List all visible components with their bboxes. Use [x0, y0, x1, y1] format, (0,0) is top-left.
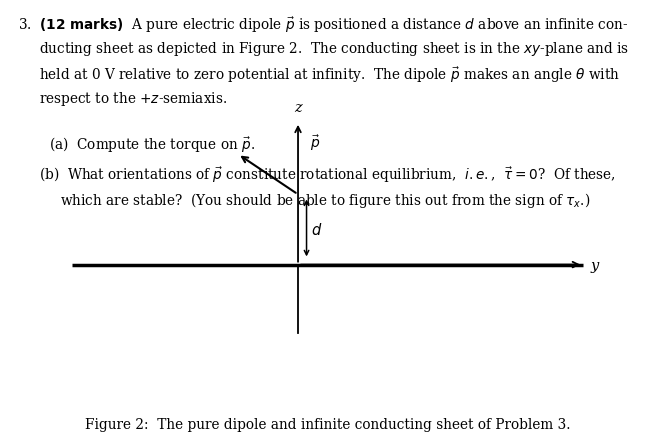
Text: ducting sheet as depicted in Figure 2.  The conducting sheet is in the $xy$-plan: ducting sheet as depicted in Figure 2. T…: [39, 40, 629, 58]
Text: $\vec{p}$: $\vec{p}$: [310, 133, 320, 152]
Text: (a)  Compute the torque on $\vec{p}$.: (a) Compute the torque on $\vec{p}$.: [49, 135, 255, 155]
Text: held at 0 V relative to zero potential at infinity.  The dipole $\vec{p}$ makes : held at 0 V relative to zero potential a…: [39, 65, 620, 85]
Text: z: z: [294, 101, 302, 115]
Text: which are stable?  (You should be able to figure this out from the sign of $\tau: which are stable? (You should be able to…: [60, 190, 591, 209]
Text: (b)  What orientations of $\vec{p}$ constitute rotational equilibrium,  $i.e.$, : (b) What orientations of $\vec{p}$ const…: [39, 165, 616, 185]
Text: Figure 2:  The pure dipole and infinite conducting sheet of Problem 3.: Figure 2: The pure dipole and infinite c…: [84, 417, 571, 431]
Text: $d$: $d$: [311, 222, 322, 238]
Text: y: y: [591, 258, 599, 272]
Text: 3.  $\mathbf{(12\ marks)}$  A pure electric dipole $\vec{p}$ is positioned a dis: 3. $\mathbf{(12\ marks)}$ A pure electri…: [18, 15, 629, 35]
Text: respect to the $+z$-semiaxis.: respect to the $+z$-semiaxis.: [39, 90, 227, 108]
